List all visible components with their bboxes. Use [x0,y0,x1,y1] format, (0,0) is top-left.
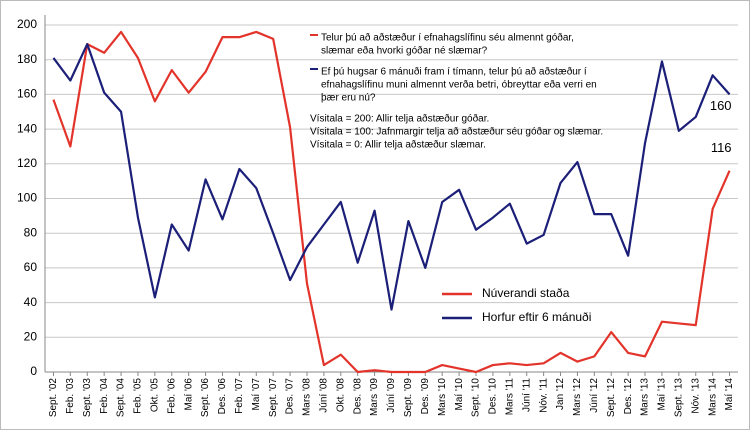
x-tick-label: Nóv. '13 [690,378,701,414]
y-tick-label: 140 [17,121,37,135]
x-tick-label: Júní '08 [319,378,330,413]
y-tick-label: 60 [24,260,38,274]
annotation-text: Ef þú hugsar 6 mánuði fram í tímann, tel… [321,66,587,78]
x-tick-label: Mars '12 [572,378,583,416]
x-tick-label: Des. '08 [352,378,363,415]
x-tick-label: Júní '12 [589,378,600,413]
x-tick-label: Mars '09 [369,378,380,416]
x-tick-label: Maí '07 [251,378,262,411]
x-tick-label: Okt. '08 [335,378,346,413]
legend-label: Núverandi staða [482,286,570,300]
x-tick-label: Okt. '05 [150,378,161,413]
y-tick-label: 180 [17,52,37,66]
annotation-text: Telur þú að aðstæður í efnahagslífinu sé… [321,32,574,44]
x-tick-label: Feb. '06 [166,378,177,414]
x-tick-label: Sept. '13 [673,378,684,418]
x-tick-label: Des. '10 [488,378,499,415]
y-tick-label: 100 [17,191,37,205]
end-label: 160 [710,98,732,113]
y-tick-label: 20 [24,329,38,343]
legend-label: Horfur eftir 6 mánuði [482,310,591,324]
annotation-text: efnahagslífinu muni almennt verða betri,… [321,79,597,91]
annotation-text: Vísitala = 100: Jafnmargir telja að aðst… [310,126,603,138]
x-tick-label: Mars '11 [504,378,515,416]
x-tick-label: Feb. '04 [99,378,110,414]
annotation-text: Vísitala = 0: Allir telja aðstæður slæma… [310,139,486,151]
x-tick-label: Feb. '07 [234,378,245,414]
y-tick-label: 80 [24,225,38,239]
y-tick-label: 120 [17,156,37,170]
x-tick-label: Des. '12 [623,378,634,415]
x-tick-label: Sept. '09 [403,378,414,418]
x-tick-label: Maí '13 [657,378,668,411]
x-tick-label: Mars '13 [640,378,651,416]
x-tick-label: Feb. '03 [65,378,76,414]
series-line [52,42,731,311]
x-tick-label: Maí '06 [183,378,194,411]
y-tick-label: 200 [17,17,37,31]
series-line [52,30,731,374]
x-tick-label: Júní '11 [521,378,532,412]
x-tick-label: Des. '09 [420,378,431,415]
x-tick-label: Sept. '07 [268,378,279,418]
annotation-text: slæmar eða hvorki góðar né slæmar? [321,45,488,57]
x-tick-label: Mars '08 [302,378,313,416]
x-tick-label: Júní '09 [386,378,397,413]
x-tick-label: Nóv. '11 [538,378,549,413]
x-tick-label: Sept. '12 [606,378,617,418]
y-tick-label: 40 [24,295,38,309]
x-tick-label: Mars '10 [437,378,448,416]
x-tick-label: Sept. '06 [200,378,211,418]
x-tick-label: Feb. '05 [133,378,144,414]
x-tick-label: Sept. '10 [471,378,482,418]
x-tick-label: Jan '12 [555,378,566,410]
x-tick-label: Sept. '02 [48,378,59,418]
x-tick-label: Maí '10 [454,378,465,411]
x-tick-label: Sept. '04 [116,378,127,418]
x-tick-label: Des. '06 [217,378,228,415]
y-tick-label: 0 [30,364,37,378]
x-tick-label: Maí '14 [724,378,735,411]
end-label: 116 [711,140,732,155]
annotation-text: þær eru nú? [321,93,376,104]
x-tick-label: Mars '14 [707,378,718,416]
x-tick-label: Sept. '03 [82,378,93,418]
annotation-text: Vísitala = 200: Allir telja aðstæður góð… [310,113,489,125]
x-tick-label: Des. '07 [285,378,296,415]
y-tick-label: 160 [17,87,37,101]
